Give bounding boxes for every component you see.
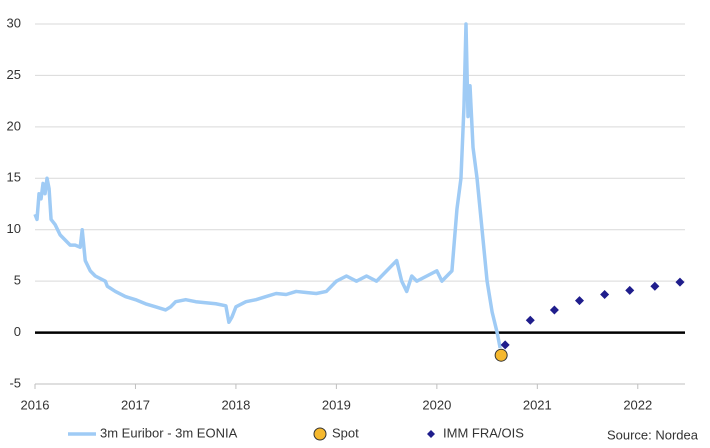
spot-point bbox=[494, 348, 508, 362]
forward-point bbox=[525, 315, 535, 325]
x-tick-label: 2021 bbox=[523, 397, 552, 412]
y-tick-label: 20 bbox=[7, 118, 21, 133]
y-tick-label: 25 bbox=[7, 67, 21, 82]
x-tick-label: 2019 bbox=[322, 397, 351, 412]
y-tick-label: 5 bbox=[14, 273, 21, 288]
forward-point bbox=[625, 285, 635, 295]
y-tick-label: 30 bbox=[7, 15, 21, 30]
x-tick-label: 2016 bbox=[21, 397, 50, 412]
forward-point bbox=[650, 281, 660, 291]
legend-swatch bbox=[427, 430, 435, 438]
forward-point bbox=[549, 305, 559, 315]
forward-point bbox=[575, 296, 585, 306]
legend-label: IMM FRA/OIS bbox=[443, 425, 524, 440]
y-tick-label: 10 bbox=[7, 221, 21, 236]
x-tick-label: 2017 bbox=[121, 397, 150, 412]
x-tick-label: 2020 bbox=[422, 397, 451, 412]
y-tick-label: 0 bbox=[14, 324, 21, 339]
x-tick-label: 2022 bbox=[623, 397, 652, 412]
data-line bbox=[33, 22, 502, 349]
y-tick-label: 15 bbox=[7, 170, 21, 185]
source-note: Source: Nordea bbox=[607, 427, 699, 442]
forward-point bbox=[600, 290, 610, 300]
legend-label: 3m Euribor - 3m EONIA bbox=[100, 425, 238, 440]
x-tick-label: 2018 bbox=[221, 397, 250, 412]
legend-swatch bbox=[313, 427, 327, 441]
legend-label: Spot bbox=[332, 425, 359, 440]
forward-point bbox=[675, 277, 685, 287]
forward-point bbox=[500, 340, 510, 350]
y-tick-label: -5 bbox=[9, 375, 21, 390]
